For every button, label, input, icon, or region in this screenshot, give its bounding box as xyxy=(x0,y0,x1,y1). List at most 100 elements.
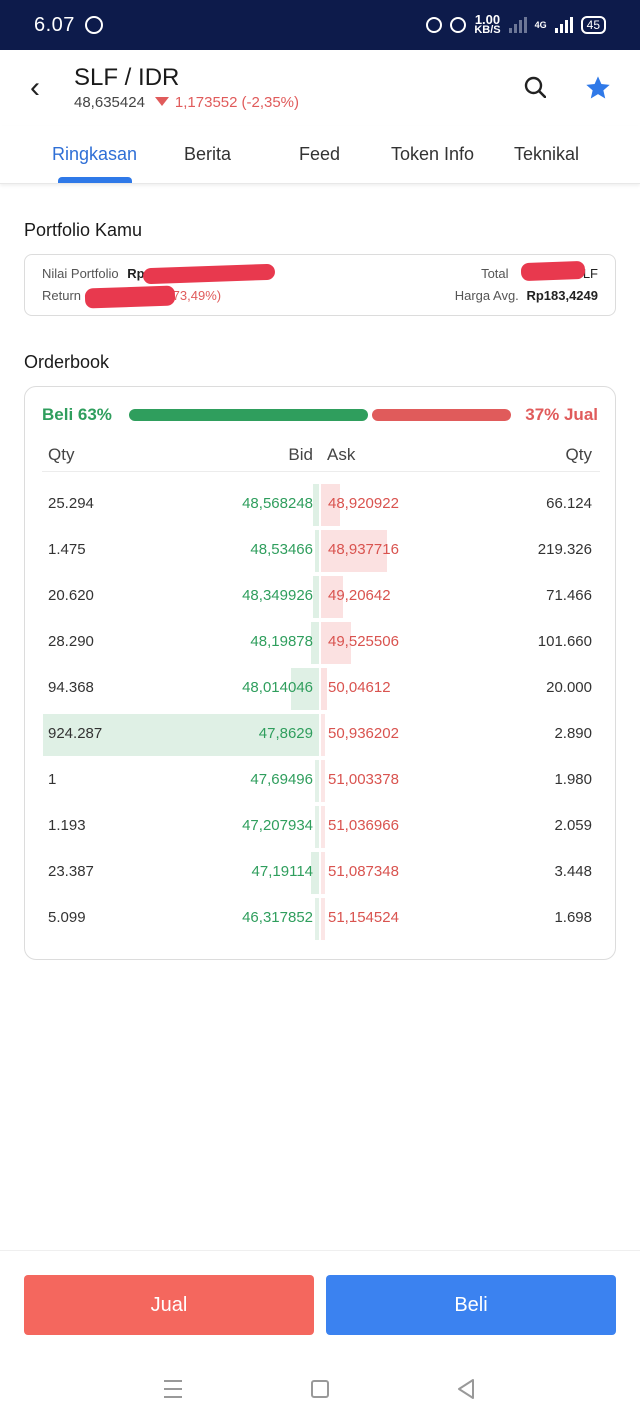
portfolio-avg-price-label: Harga Avg. xyxy=(454,288,519,303)
status-time: 6.07 xyxy=(34,13,75,36)
portfolio-total-label: Total xyxy=(481,266,509,281)
ask-center-line xyxy=(321,806,325,848)
ask-center-line xyxy=(321,898,325,940)
ask-price: 50,936202 xyxy=(328,725,399,742)
ask-center-line xyxy=(321,760,325,802)
ask-price: 49,525506 xyxy=(328,633,399,650)
ask-price: 51,087348 xyxy=(328,863,399,880)
current-price: 48,635424 xyxy=(74,94,145,111)
buy-ratio-bar xyxy=(129,409,368,421)
ask-qty: 71.466 xyxy=(546,587,592,604)
alarm-icon xyxy=(450,17,467,33)
bid-qty: 28.290 xyxy=(48,633,94,650)
menu-icon[interactable] xyxy=(164,1380,182,1398)
portfolio-value-prefix: Rp xyxy=(127,266,145,281)
portfolio-avg-price-row: Harga Avg. Rp183,4249 xyxy=(455,288,598,303)
ask-price: 50,04612 xyxy=(328,679,391,696)
bid-price: 48,014046 xyxy=(242,679,313,696)
portfolio-return-label: Return xyxy=(42,288,82,303)
ask-price: 49,20642 xyxy=(328,587,391,604)
bid-qty: 25.294 xyxy=(48,495,94,512)
bid-depth-bar xyxy=(313,576,319,618)
bid-qty: 23.387 xyxy=(48,863,94,880)
redaction-mark xyxy=(142,263,276,285)
ask-price: 48,920922 xyxy=(328,495,399,512)
tab-ringkasan[interactable]: Ringkasan xyxy=(52,144,138,164)
ask-qty: 2.890 xyxy=(554,725,592,742)
orderbook-row[interactable]: 23.387 47,19114 51,087348 3.448 xyxy=(25,852,615,894)
ask-qty: 1.698 xyxy=(554,909,592,926)
battery-icon: 45 xyxy=(580,16,606,34)
status-bar: 6.07 1.00 KB/S 4G 45 xyxy=(0,0,640,50)
ask-center-line xyxy=(321,714,325,756)
ask-qty: 3.448 xyxy=(554,863,592,880)
orderbook-title: Orderbook xyxy=(24,352,110,372)
portfolio-avg-price-value: Rp183,4249 xyxy=(526,288,598,303)
tab-teknikal[interactable]: Teknikal xyxy=(514,144,580,164)
ask-qty: 1.980 xyxy=(554,771,592,788)
price-change-percent: (-2,35%) xyxy=(241,94,300,111)
bid-price: 47,207934 xyxy=(242,817,313,834)
bid-price: 48,53466 xyxy=(250,541,313,558)
price-line: 48,635424 1,173552 (-2,35%) xyxy=(74,94,299,111)
bid-depth-bar xyxy=(311,622,319,664)
search-icon[interactable] xyxy=(524,76,546,98)
nav-back-icon[interactable] xyxy=(456,1378,476,1400)
network-speed: 1.00 KB/S xyxy=(474,12,501,36)
orderbook-row[interactable]: 94.368 48,014046 50,04612 20.000 xyxy=(25,668,615,710)
bid-price: 47,69496 xyxy=(250,771,313,788)
ask-qty: 66.124 xyxy=(546,495,592,512)
tab-bar: Ringkasan Berita Feed Token Info Teknika… xyxy=(0,126,640,184)
bid-depth-bar xyxy=(315,530,319,572)
tab-token-info[interactable]: Token Info xyxy=(391,144,475,164)
ask-price: 51,003378 xyxy=(328,771,399,788)
signal-icon xyxy=(554,17,573,33)
whatsapp-icon xyxy=(84,16,103,34)
app-header: ‹ SLF / IDR 48,635424 1,173552 (-2,35%) xyxy=(0,50,640,126)
buy-ratio-label: Beli 63% xyxy=(42,405,112,424)
bid-qty: 1.475 xyxy=(48,541,86,558)
back-arrow-icon[interactable]: ‹ xyxy=(30,71,40,104)
orderbook-card: Beli 63% 37% Jual Qty Bid Ask Qty 25.294… xyxy=(24,386,616,960)
ask-qty: 101.660 xyxy=(537,633,592,650)
column-ask: Ask xyxy=(327,445,356,464)
bid-price: 48,19878 xyxy=(250,633,313,650)
orderbook-row[interactable]: 1 47,69496 51,003378 1.980 xyxy=(25,760,615,802)
sell-ratio-bar xyxy=(372,409,511,421)
orderbook-row[interactable]: 924.287 47,8629 50,936202 2.890 xyxy=(25,714,615,756)
network-type: 4G xyxy=(534,20,547,30)
ask-price: 48,937716 xyxy=(328,541,399,558)
ask-price: 51,154524 xyxy=(328,909,399,926)
orderbook-row[interactable]: 5.099 46,317852 51,154524 1.698 xyxy=(25,898,615,940)
orderbook-row[interactable]: 1.475 48,53466 48,937716 219.326 xyxy=(25,530,615,572)
orderbook-row[interactable]: 25.294 48,568248 48,920922 66.124 xyxy=(25,484,615,526)
star-icon[interactable] xyxy=(584,74,612,102)
bid-qty: 1.193 xyxy=(48,817,86,834)
bid-qty: 1 xyxy=(48,771,57,788)
buy-button[interactable]: Beli xyxy=(326,1275,616,1335)
orderbook-row[interactable]: 20.620 48,349926 49,20642 71.466 xyxy=(25,576,615,618)
orderbook-row[interactable]: 1.193 47,207934 51,036966 2.059 xyxy=(25,806,615,848)
column-bid: Bid xyxy=(288,445,313,464)
portfolio-value-label: Nilai Portfolio xyxy=(42,266,119,281)
portfolio-card: Nilai Portfolio Rp Return 73,49%) Total … xyxy=(24,254,616,316)
system-nav-bar xyxy=(0,1360,640,1422)
price-down-icon xyxy=(154,97,169,106)
bid-price: 47,19114 xyxy=(251,863,313,880)
tab-feed[interactable]: Feed xyxy=(299,144,341,164)
tab-berita[interactable]: Berita xyxy=(184,144,232,164)
orderbook-row[interactable]: 28.290 48,19878 49,525506 101.660 xyxy=(25,622,615,664)
bid-qty: 94.368 xyxy=(48,679,94,696)
bid-depth-bar xyxy=(43,714,319,756)
portfolio-return-pct: 73,49%) xyxy=(172,288,222,303)
ask-center-line xyxy=(321,852,325,894)
portfolio-value-row: Nilai Portfolio Rp xyxy=(42,266,145,281)
price-change: 1,173552 xyxy=(174,94,238,111)
sell-button[interactable]: Jual xyxy=(24,1275,314,1335)
action-bar: Jual Beli xyxy=(0,1250,640,1360)
page-title: SLF / IDR xyxy=(74,64,180,91)
ask-depth-bar xyxy=(321,622,351,664)
ask-depth-bar xyxy=(321,576,343,618)
portfolio-return-row: Return 73,49%) xyxy=(42,288,221,303)
home-icon[interactable] xyxy=(311,1380,329,1398)
